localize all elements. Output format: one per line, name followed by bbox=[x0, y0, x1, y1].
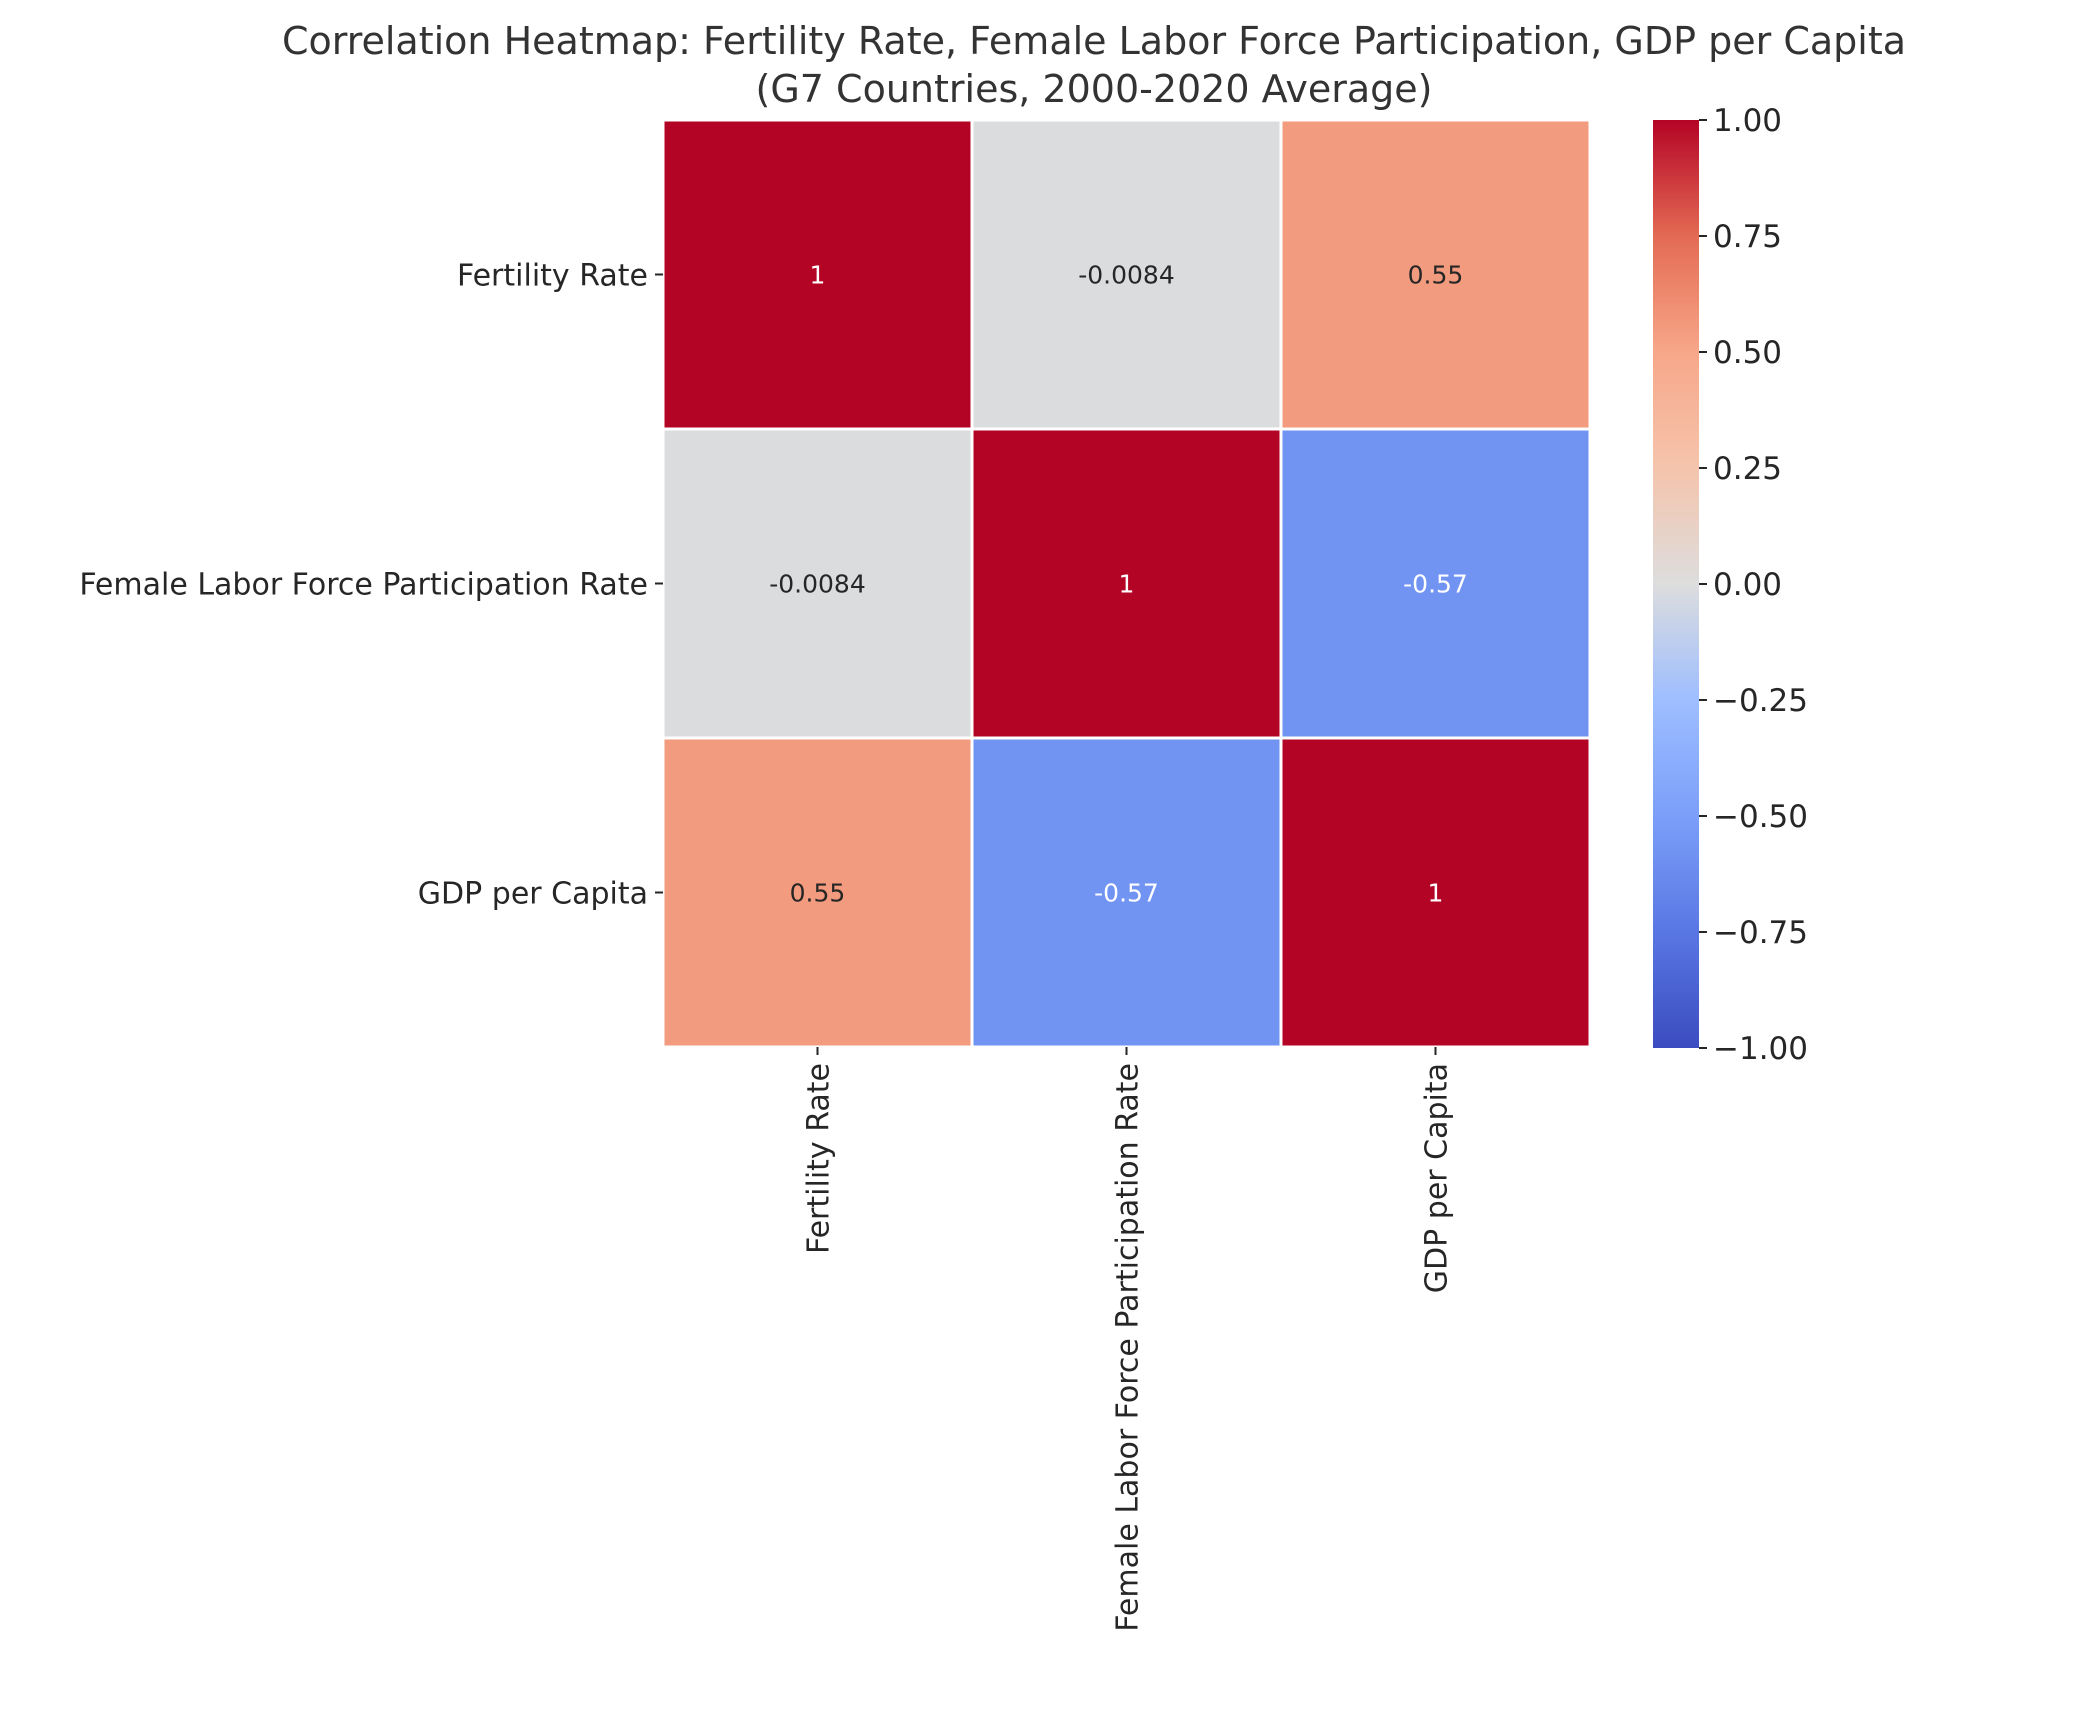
heatmap-cell bbox=[1279, 118, 1592, 431]
cell-annotation: -0.57 bbox=[1403, 570, 1468, 599]
colorbar bbox=[1653, 120, 1699, 1048]
colorbar-tick-label: 0.50 bbox=[1713, 335, 1782, 371]
chart-title-line2: (G7 Countries, 2000-2020 Average) bbox=[756, 67, 1433, 111]
cell-annotation: 0.55 bbox=[1408, 261, 1464, 290]
cell-annotation: 1 bbox=[1119, 570, 1135, 599]
y-tick-label: Female Labor Force Participation Rate bbox=[79, 568, 648, 603]
heatmap-cell bbox=[970, 427, 1283, 740]
colorbar-tick-label: 0.25 bbox=[1713, 451, 1782, 487]
chart-title-line1: Correlation Heatmap: Fertility Rate, Fem… bbox=[282, 19, 1906, 63]
colorbar-tick-label: −1.00 bbox=[1713, 1031, 1808, 1067]
cell-annotation: -0.0084 bbox=[1078, 261, 1175, 290]
colorbar-tick-label: 0.00 bbox=[1713, 567, 1782, 603]
heatmap-cells bbox=[661, 118, 1592, 1049]
cell-annotation: 1 bbox=[1428, 879, 1444, 908]
heatmap-cell bbox=[970, 118, 1283, 431]
colorbar-ticks: 1.00 0.75 0.50 0.25 0.00 −0.25 −0.50 −0.75 −1.00 bbox=[1699, 103, 1808, 1067]
x-tick-label: GDP per Capita bbox=[1420, 1063, 1455, 1293]
heatmap-cell bbox=[661, 427, 974, 740]
colorbar-tick-label: 0.75 bbox=[1713, 219, 1782, 255]
heatmap-annotations: 1 -0.0084 0.55 -0.0084 1 -0.57 0.55 -0.57 1 bbox=[769, 261, 1468, 908]
cell-annotation: 0.55 bbox=[790, 879, 846, 908]
cell-annotation: -0.0084 bbox=[769, 570, 866, 599]
colorbar-tick-label: −0.50 bbox=[1713, 799, 1808, 835]
cell-annotation: -0.57 bbox=[1094, 879, 1159, 908]
x-tick-label: Female Labor Force Participation Rate bbox=[1111, 1063, 1146, 1632]
y-tick-label: GDP per Capita bbox=[418, 877, 648, 912]
colorbar-tick-label: −0.25 bbox=[1713, 683, 1808, 719]
colorbar-tick-label: −0.75 bbox=[1713, 915, 1808, 951]
cell-annotation: 1 bbox=[810, 261, 826, 290]
colorbar-tick-label: 1.00 bbox=[1713, 103, 1782, 139]
heatmap-cell bbox=[970, 736, 1283, 1049]
heatmap-cell bbox=[661, 118, 974, 431]
y-axis-ticks: Fertility Rate Female Labor Force Partici… bbox=[79, 259, 663, 912]
heatmap-cell bbox=[1279, 427, 1592, 740]
x-axis-ticks: Fertility Rate Female Labor Force Partici… bbox=[802, 1047, 1455, 1632]
y-tick-label: Fertility Rate bbox=[457, 259, 648, 294]
x-tick-label: Fertility Rate bbox=[802, 1063, 837, 1254]
